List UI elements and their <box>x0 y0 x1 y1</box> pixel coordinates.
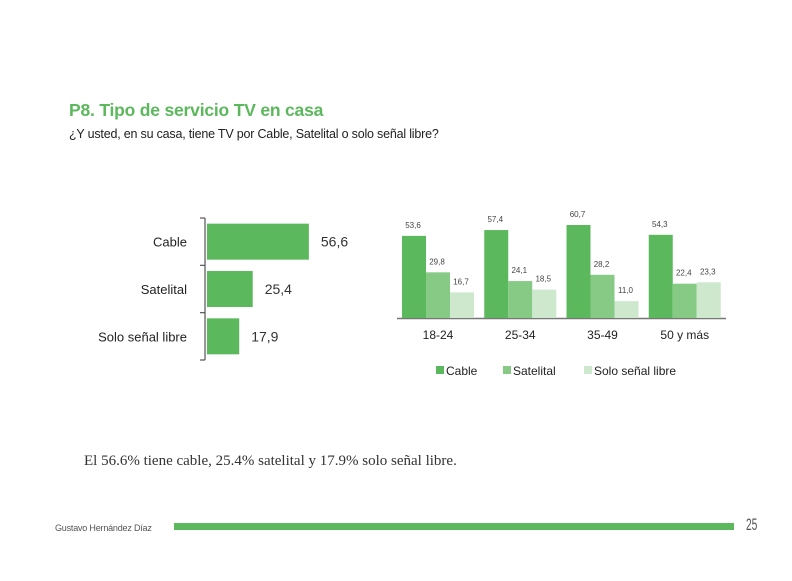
legend-swatch <box>584 366 592 374</box>
value-label: 17,9 <box>251 328 278 344</box>
data-label: 24,1 <box>511 266 527 275</box>
footer-author: Gustavo Hernández Díaz <box>55 523 152 533</box>
data-label: 22,4 <box>676 269 692 278</box>
bar-cable <box>484 230 509 318</box>
bar-satelital <box>508 281 533 318</box>
data-label: 29,8 <box>429 257 445 266</box>
bar-satelital <box>672 283 697 318</box>
category-label: Satelital <box>141 282 187 297</box>
x-tick-label: 25-34 <box>505 328 536 342</box>
bar-solo-señal-libre <box>532 289 557 318</box>
bar-satelital <box>207 271 253 307</box>
bar-satelital <box>590 274 615 318</box>
data-label: 18,5 <box>535 275 551 284</box>
bar-cable <box>566 225 591 318</box>
legend-label: Cable <box>446 364 478 378</box>
category-label: Solo señal libre <box>98 329 187 344</box>
data-label: 53,6 <box>405 221 421 230</box>
page-number: 25 <box>746 515 758 534</box>
bar-cable <box>402 235 426 318</box>
legend-swatch <box>436 366 444 374</box>
footer-bar <box>174 523 734 530</box>
bar-solo-señal-libre <box>696 282 721 318</box>
legend-label: Satelital <box>513 364 556 378</box>
data-label: 54,3 <box>652 220 668 229</box>
data-label: 60,7 <box>570 210 586 219</box>
bar-cable <box>648 234 673 318</box>
bar-satelital <box>426 272 450 318</box>
data-label: 23,3 <box>700 267 716 276</box>
data-label: 16,7 <box>453 277 469 286</box>
category-label: Cable <box>153 235 187 250</box>
value-label: 56,6 <box>321 234 348 250</box>
x-tick-label: 35-49 <box>587 328 618 342</box>
x-tick-label: 50 y más <box>660 328 709 342</box>
x-tick-label: 18-24 <box>423 328 454 342</box>
page-subtitle: ¿Y usted, en su casa, tiene TV por Cable… <box>69 127 439 141</box>
legend-swatch <box>503 366 511 374</box>
page-title: P8. Tipo de servicio TV en casa <box>69 100 324 120</box>
value-label: 25,4 <box>265 281 292 297</box>
legend-label: Solo señal libre <box>594 364 676 378</box>
bar-solo-señal-libre <box>614 301 639 318</box>
data-label: 28,2 <box>594 260 610 269</box>
bar-solo-señal-libre <box>207 318 240 355</box>
bar-solo-señal-libre <box>450 292 474 318</box>
summary-caption: El 56.6% tiene cable, 25.4% satelital y … <box>84 453 457 469</box>
data-label: 57,4 <box>487 215 503 224</box>
bar-cable <box>207 223 309 260</box>
data-label: 11,0 <box>618 286 634 295</box>
